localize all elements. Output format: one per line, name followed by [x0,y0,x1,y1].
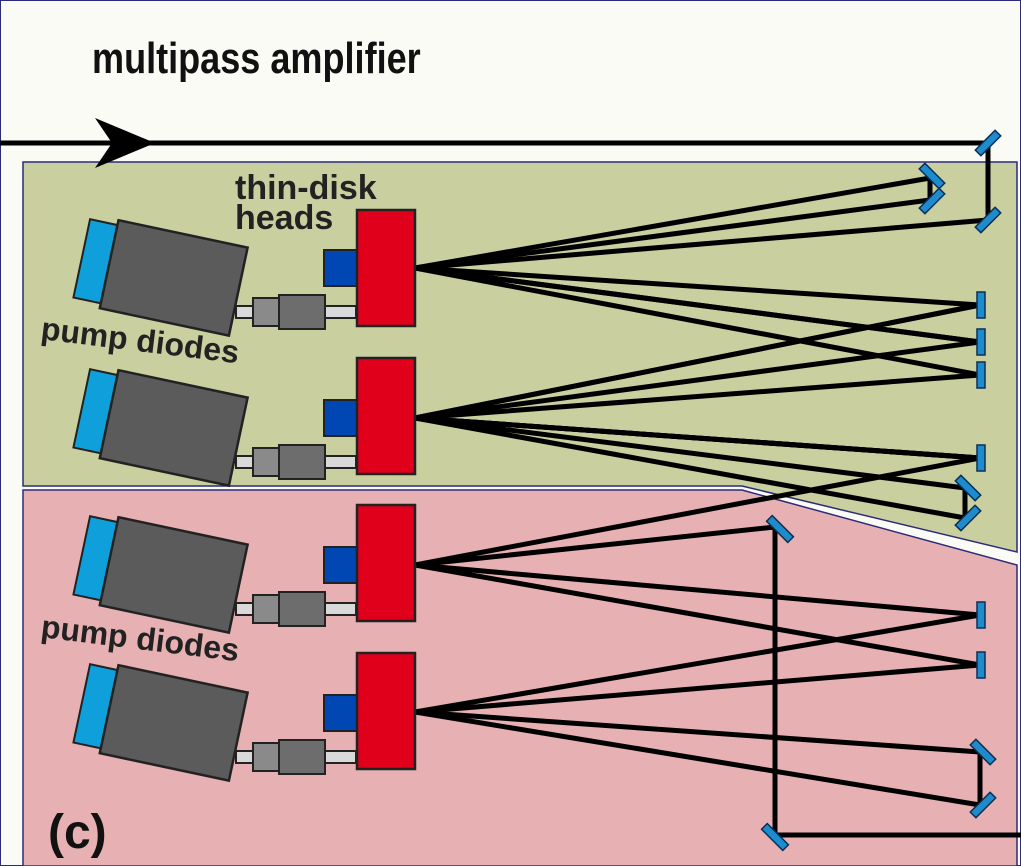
fold-mirror-8 [969,738,997,766]
end-mirror-2 [976,328,986,356]
fold-mirror-7 [765,514,795,544]
title: multipass amplifier [92,34,421,83]
fold-mirror-9 [969,791,997,819]
pump-module-3 [72,503,417,635]
thin-disk-head [355,651,417,771]
thin-disk-head [355,208,417,328]
pump-diode-body [98,368,250,488]
pump-module-1 [72,208,417,338]
fiber-coupler [252,742,280,772]
fold-mirror-5 [954,474,982,502]
end-mirror-6 [976,651,986,679]
fiber-coupler [278,294,326,330]
end-mirror-5 [976,601,986,629]
pump-module-4 [72,651,417,783]
disk-mount-block [323,399,359,437]
thin-disk-label-line1: thin-disk [235,169,377,207]
end-mirror-3 [976,361,986,389]
fold-mirror-10 [760,822,790,852]
pump-diode-body [98,218,250,338]
panel-label: (c) [48,806,107,859]
thin-disk-head [355,503,417,623]
beam-direction-arrow-icon [95,118,155,168]
fiber-coupler [252,297,280,327]
disk-mount-block [323,546,359,584]
fold-mirror-4 [918,187,946,215]
pump-diode-body [98,663,250,783]
thin-disk-head [355,356,417,476]
fiber-coupler [252,447,280,477]
pump-diode-body [98,515,250,635]
end-mirror-1 [976,291,986,319]
fiber-coupler [278,591,326,627]
fiber-coupler [278,444,326,480]
fold-mirror-6 [954,504,982,532]
fiber-coupler [252,594,280,624]
disk-mount-block [323,249,359,287]
end-mirror-4 [976,444,986,472]
thin-disk-label-line2: heads [235,199,333,237]
mirrors [760,129,1002,852]
disk-mount-block [323,694,359,732]
fold-mirror-1 [974,129,1002,157]
pump-module-2 [72,356,417,488]
fiber-coupler [278,739,326,775]
fold-mirror-3 [918,162,946,190]
fold-mirror-2 [974,206,1002,234]
